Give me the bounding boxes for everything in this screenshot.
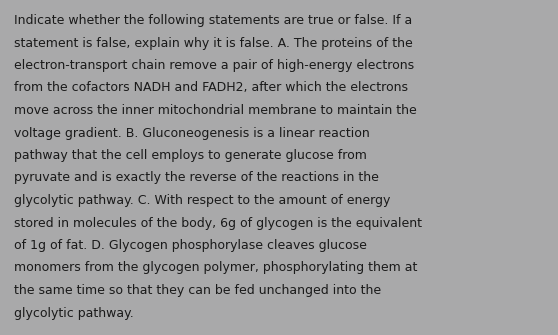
Text: stored in molecules of the body, 6g of glycogen is the equivalent: stored in molecules of the body, 6g of g… (14, 216, 422, 229)
Text: glycolytic pathway. C. With respect to the amount of energy: glycolytic pathway. C. With respect to t… (14, 194, 391, 207)
Text: electron-transport chain remove a pair of high-energy electrons: electron-transport chain remove a pair o… (14, 59, 414, 72)
Text: statement is false, explain why it is false. A. The proteins of the: statement is false, explain why it is fa… (14, 37, 413, 50)
Text: of 1g of fat. D. Glycogen phosphorylase cleaves glucose: of 1g of fat. D. Glycogen phosphorylase … (14, 239, 367, 252)
Text: from the cofactors NADH and FADH2, after which the electrons: from the cofactors NADH and FADH2, after… (14, 81, 408, 94)
Text: move across the inner mitochondrial membrane to maintain the: move across the inner mitochondrial memb… (14, 104, 417, 117)
Text: voltage gradient. B. Gluconeogenesis is a linear reaction: voltage gradient. B. Gluconeogenesis is … (14, 127, 370, 139)
Text: pathway that the cell employs to generate glucose from: pathway that the cell employs to generat… (14, 149, 367, 162)
Text: pyruvate and is exactly the reverse of the reactions in the: pyruvate and is exactly the reverse of t… (14, 172, 379, 185)
Text: glycolytic pathway.: glycolytic pathway. (14, 307, 134, 320)
Text: the same time so that they can be fed unchanged into the: the same time so that they can be fed un… (14, 284, 381, 297)
Text: Indicate whether the following statements are true or false. If a: Indicate whether the following statement… (14, 14, 412, 27)
Text: monomers from the glycogen polymer, phosphorylating them at: monomers from the glycogen polymer, phos… (14, 262, 417, 274)
